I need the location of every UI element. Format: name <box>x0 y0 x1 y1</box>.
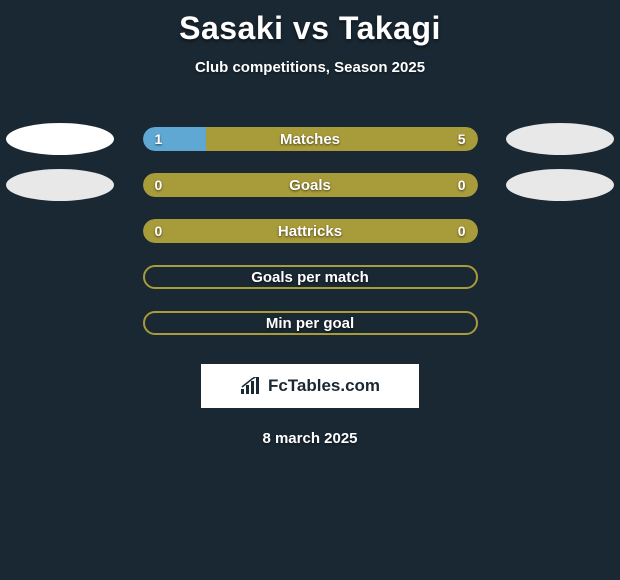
stat-label: Matches <box>280 131 340 148</box>
stat-value-left: 0 <box>155 223 163 239</box>
stats-area: 1 Matches 5 0 Goals 0 0 Hattricks <box>0 116 620 346</box>
stat-label: Min per goal <box>266 315 354 332</box>
stat-bar-right-fill <box>310 173 478 197</box>
stat-label: Hattricks <box>278 223 342 240</box>
comparison-card: Sasaki vs Takagi Club competitions, Seas… <box>0 0 620 447</box>
player1-avatar <box>6 123 114 155</box>
player1-avatar <box>6 169 114 201</box>
page-title: Sasaki vs Takagi <box>0 10 620 47</box>
player2-avatar <box>506 169 614 201</box>
stat-value-right: 5 <box>458 131 466 147</box>
stat-row-mpg: Min per goal <box>0 300 620 346</box>
stat-bar-right-fill <box>206 127 477 151</box>
date-text: 8 march 2025 <box>0 430 620 447</box>
player2-avatar <box>506 123 614 155</box>
stat-row-goals: 0 Goals 0 <box>0 162 620 208</box>
brand-box[interactable]: FcTables.com <box>201 364 419 408</box>
stat-bar-left-fill <box>143 127 207 151</box>
stat-label: Goals per match <box>251 269 369 286</box>
stat-value-left: 0 <box>155 177 163 193</box>
stat-bar-outline: Goals per match <box>143 265 478 289</box>
stat-row-gpm: Goals per match <box>0 254 620 300</box>
stat-bar: 0 Hattricks 0 <box>143 219 478 243</box>
stat-bar: 0 Goals 0 <box>143 173 478 197</box>
stat-label: Goals <box>289 177 331 194</box>
stat-bar-left-fill <box>143 173 311 197</box>
chart-icon <box>240 377 262 395</box>
stat-row-hattricks: 0 Hattricks 0 <box>0 208 620 254</box>
stat-value-right: 0 <box>458 223 466 239</box>
stat-bar: 1 Matches 5 <box>143 127 478 151</box>
subtitle: Club competitions, Season 2025 <box>0 59 620 76</box>
stat-row-matches: 1 Matches 5 <box>0 116 620 162</box>
stat-value-right: 0 <box>458 177 466 193</box>
brand-text: FcTables.com <box>268 376 380 396</box>
stat-value-left: 1 <box>155 131 163 147</box>
stat-bar-outline: Min per goal <box>143 311 478 335</box>
